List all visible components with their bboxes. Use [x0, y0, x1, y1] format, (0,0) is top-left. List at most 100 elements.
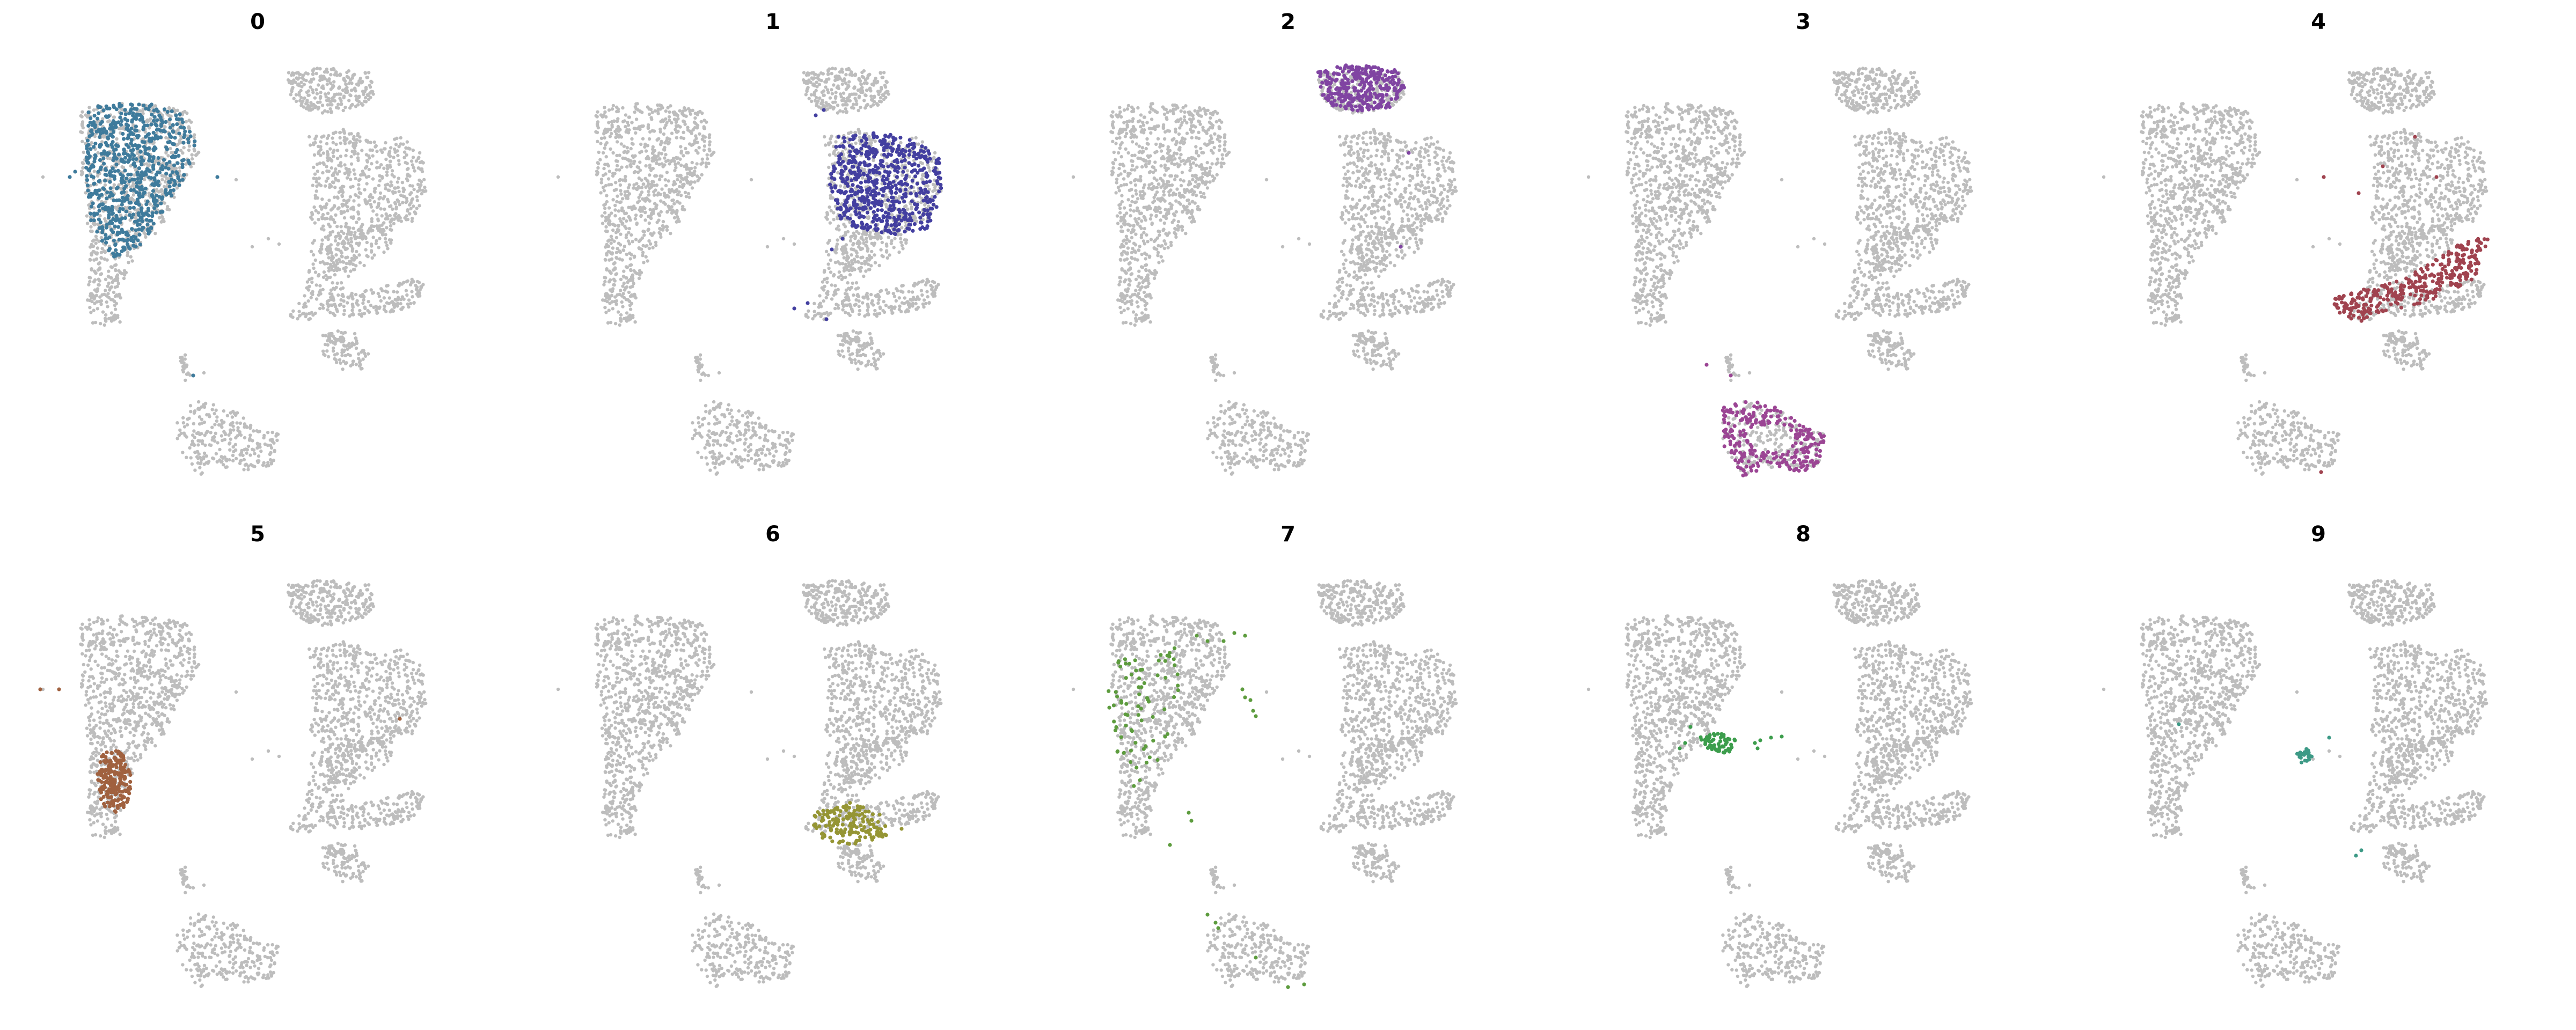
- cluster-cell-point: [120, 202, 124, 207]
- background-cell-point: [335, 281, 339, 285]
- background-cell-point: [304, 78, 308, 83]
- background-cell-point: [231, 445, 235, 449]
- background-cell-point: [709, 153, 713, 157]
- cluster-cell-point: [144, 135, 148, 139]
- background-cell-point: [420, 192, 423, 196]
- background-cell-point: [209, 443, 213, 447]
- cluster-cell-point: [120, 119, 124, 123]
- background-cell-point: [604, 225, 608, 229]
- background-cell-point: [331, 141, 335, 145]
- background-cell-point: [634, 107, 638, 111]
- background-cell-point: [366, 93, 370, 97]
- background-cell-point: [614, 236, 619, 240]
- background-cell-point: [418, 204, 421, 208]
- background-cell-point: [682, 184, 685, 188]
- background-cell-point: [638, 247, 641, 251]
- background-cell-point: [396, 198, 399, 202]
- background-cell-point: [825, 280, 829, 284]
- background-cell-point: [611, 307, 614, 311]
- background-cell-point: [112, 183, 116, 187]
- background-cell-point: [649, 107, 653, 112]
- background-cell-point: [339, 225, 343, 229]
- background-cell-point: [384, 233, 387, 237]
- background-cell-point: [350, 303, 354, 306]
- background-cell-point: [347, 296, 351, 300]
- background-cell-point: [830, 88, 833, 92]
- background-cell-point: [616, 247, 619, 251]
- background-cell-point: [409, 207, 413, 211]
- background-cell-point: [351, 74, 355, 78]
- cluster-cell-point: [90, 123, 94, 127]
- background-cell-point: [402, 188, 406, 192]
- background-cell-point: [343, 354, 347, 357]
- background-cell-point: [325, 150, 330, 154]
- background-cell-point: [348, 140, 352, 144]
- cluster-cell-point: [134, 124, 138, 129]
- background-cell-point: [418, 186, 422, 189]
- background-cell-point: [202, 451, 207, 455]
- background-cell-point: [92, 258, 96, 262]
- background-cell-point: [397, 176, 400, 180]
- background-cell-point: [599, 178, 604, 181]
- background-cell-point: [182, 431, 186, 435]
- background-cell-point: [652, 193, 656, 197]
- background-cell-point: [196, 400, 201, 404]
- background-cell-point: [257, 459, 261, 463]
- background-cell-point: [384, 187, 387, 190]
- background-cell-point: [266, 431, 270, 435]
- cluster-cell-point: [151, 163, 156, 167]
- background-cell-point: [378, 179, 382, 183]
- background-cell-point: [167, 208, 171, 212]
- background-cell-point: [371, 90, 375, 94]
- background-cell-point: [631, 240, 634, 244]
- cluster-cell-point: [155, 118, 159, 122]
- background-cell-point: [316, 100, 320, 104]
- background-cell-point: [818, 96, 822, 100]
- background-cell-point: [349, 269, 353, 273]
- background-cell-point: [606, 321, 610, 325]
- background-cell-point: [195, 455, 199, 459]
- cluster-cell-point: [122, 137, 126, 141]
- background-cell-point: [594, 114, 598, 118]
- background-cell-point: [224, 465, 228, 469]
- cluster-cell-point: [145, 199, 150, 203]
- background-cell-point: [666, 106, 670, 109]
- background-cell-point: [386, 284, 390, 288]
- background-cell-point: [415, 195, 419, 199]
- background-cell-point: [647, 157, 651, 160]
- background-cell-point: [645, 196, 649, 200]
- background-cell-point: [215, 419, 219, 423]
- background-cell-point: [688, 129, 692, 133]
- cluster-cell-point: [116, 144, 120, 148]
- background-cell-point: [97, 239, 101, 243]
- background-cell-point: [87, 298, 92, 303]
- background-cell-point: [658, 143, 663, 146]
- cluster-cell-point: [131, 113, 135, 117]
- background-cell-point: [190, 462, 194, 466]
- background-cell-point: [404, 289, 408, 292]
- background-cell-point: [880, 240, 884, 245]
- background-cell-point: [630, 208, 634, 211]
- background-cell-point: [90, 268, 93, 272]
- background-cell-point: [627, 183, 631, 187]
- cluster-cell-point: [85, 174, 89, 178]
- background-cell-point: [647, 227, 650, 231]
- cluster-cell-point: [150, 193, 154, 197]
- cluster-cell-point: [112, 238, 116, 242]
- background-cell-point: [192, 429, 196, 433]
- background-cell-point: [640, 111, 644, 114]
- background-cell-point: [707, 143, 712, 147]
- cluster-cell-point: [128, 154, 132, 159]
- cluster-cell-point: [186, 141, 191, 145]
- background-cell-point: [658, 127, 662, 131]
- cluster-cell-point: [114, 163, 119, 167]
- background-cell-point: [236, 426, 240, 430]
- cluster-cell-point: [102, 127, 106, 131]
- background-cell-point: [678, 201, 682, 205]
- background-cell-point: [639, 142, 643, 146]
- background-cell-point: [910, 205, 913, 209]
- background-cell-point: [599, 136, 604, 140]
- background-cell-point: [882, 97, 886, 101]
- background-cell-point: [352, 313, 355, 317]
- background-cell-point: [832, 106, 836, 109]
